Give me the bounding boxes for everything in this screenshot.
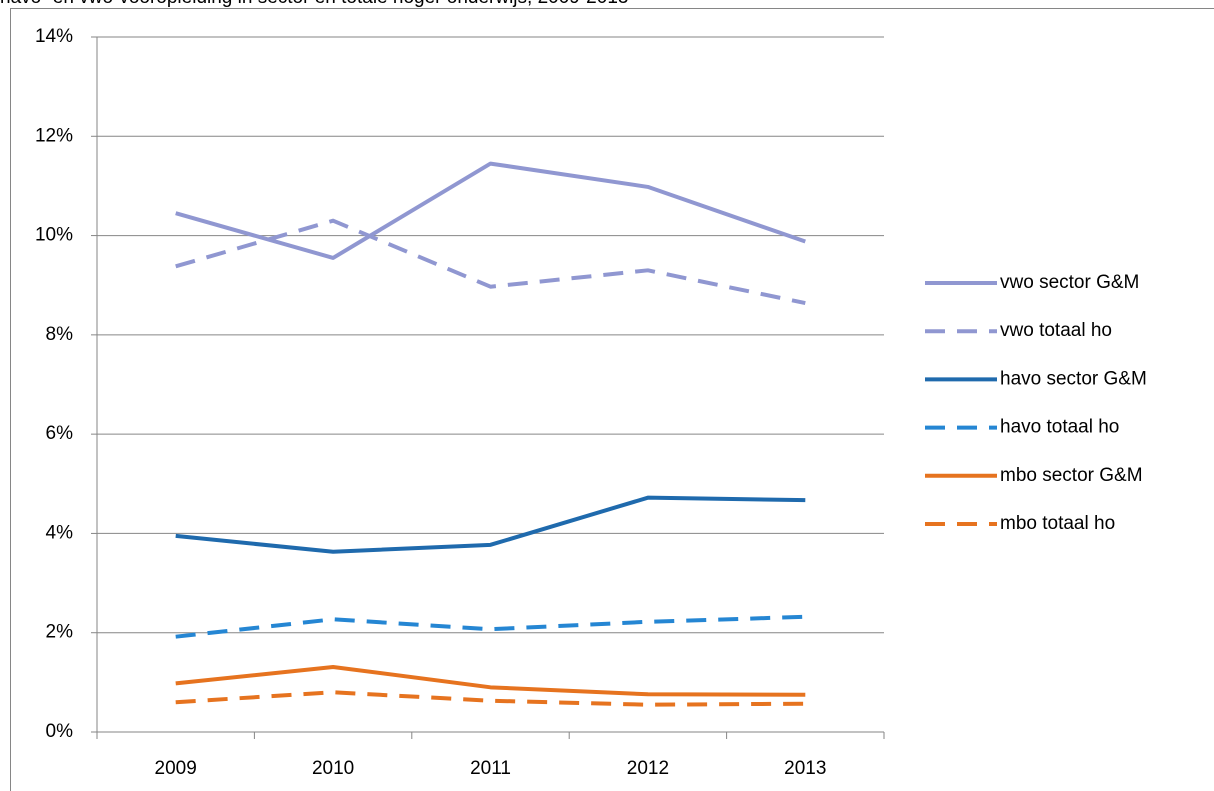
series-line: [175, 664, 806, 697]
y-tick-label: 12%: [35, 125, 73, 146]
x-tick-label: 2009: [155, 758, 197, 779]
x-tick-label: 2011: [470, 758, 511, 779]
x-tick-label: 2010: [312, 758, 354, 779]
series-line: [175, 161, 806, 260]
y-tick-label: 14%: [35, 26, 73, 47]
series-line: [175, 495, 806, 554]
series-line: [175, 614, 806, 639]
chart-frame: [10, 8, 1214, 791]
legend-label: mbo totaal ho: [1000, 513, 1115, 534]
x-tick-label: 2012: [627, 758, 669, 779]
y-tick-label: 6%: [46, 423, 74, 444]
legend-label: vwo sector G&M: [1000, 272, 1139, 293]
legend-label: havo sector G&M: [1000, 368, 1147, 389]
series-line: [175, 690, 806, 707]
legend-label: havo totaal ho: [1000, 417, 1119, 438]
legend-label: vwo totaal ho: [1000, 320, 1112, 341]
y-tick-label: 0%: [46, 721, 74, 742]
y-tick-label: 4%: [46, 522, 74, 543]
chart-title: havo- en vwo-vooropleiding in sector en …: [0, 0, 628, 8]
legend-label: mbo sector G&M: [1000, 465, 1143, 486]
y-tick-label: 10%: [35, 225, 73, 246]
y-tick-label: 2%: [46, 622, 74, 643]
x-tick-label: 2013: [784, 758, 826, 779]
series-line: [175, 218, 806, 306]
y-tick-label: 8%: [46, 324, 74, 345]
